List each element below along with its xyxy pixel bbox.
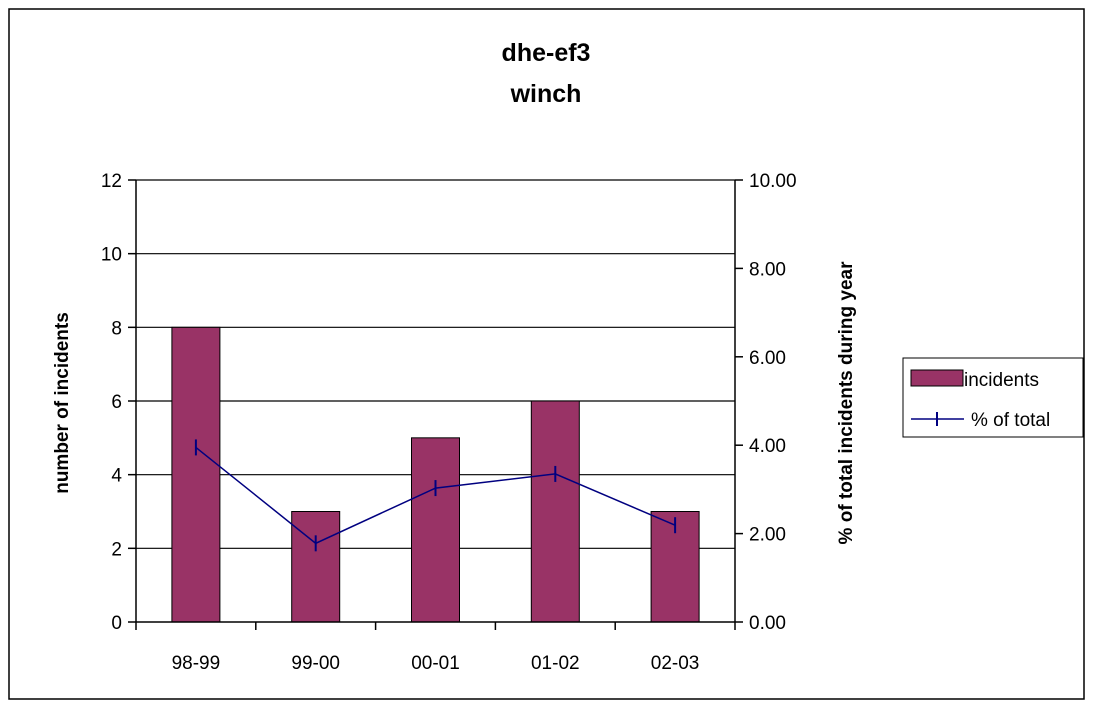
bar-01-02 — [530, 400, 580, 623]
y-tick-label: 0 — [111, 613, 122, 634]
x-tick-label: 00-01 — [411, 653, 460, 674]
x-tick-label: 02-03 — [651, 653, 700, 674]
bar-99-00 — [291, 511, 341, 623]
y-tick-label: 6 — [111, 392, 122, 413]
legend: incidents % of total — [902, 357, 1084, 438]
y2-tick-label: 8.00 — [749, 259, 786, 280]
y2-tick-label: 6.00 — [749, 348, 786, 369]
y-tick-label: 8 — [111, 318, 122, 339]
bar-00-01 — [411, 437, 460, 623]
y-tick-label: 2 — [111, 539, 122, 560]
y-tick-label: 12 — [101, 171, 122, 192]
x-tick-label: 98-99 — [172, 653, 221, 674]
chart-title-line-1: dhe-ef3 — [502, 39, 591, 67]
y2-tick-label: 2.00 — [749, 525, 786, 546]
y2-tick-label: 4.00 — [749, 436, 786, 457]
y2-tick-label: 0.00 — [749, 613, 786, 634]
x-tick-label: 01-02 — [531, 653, 580, 674]
x-tick-label: 99-00 — [291, 653, 340, 674]
legend-label-incidents: incidents — [964, 370, 1039, 391]
y-tick-label: 10 — [101, 245, 122, 266]
legend-swatch-incidents — [910, 369, 964, 387]
y-axis-label: number of incidents — [52, 312, 73, 494]
legend-label-percent: % of total — [971, 410, 1050, 431]
bar-98-99 — [171, 326, 221, 623]
y2-axis-label: % of total incidents during year — [836, 261, 857, 545]
chart-title-line-2: winch — [510, 80, 582, 108]
y2-tick-label: 10.00 — [749, 171, 797, 192]
y-tick-label: 4 — [111, 466, 122, 487]
plot-area: 0 2 4 6 8 10 12 0.00 2.00 4.00 6.00 8.00 10.00 98-99 9… — [101, 171, 797, 674]
